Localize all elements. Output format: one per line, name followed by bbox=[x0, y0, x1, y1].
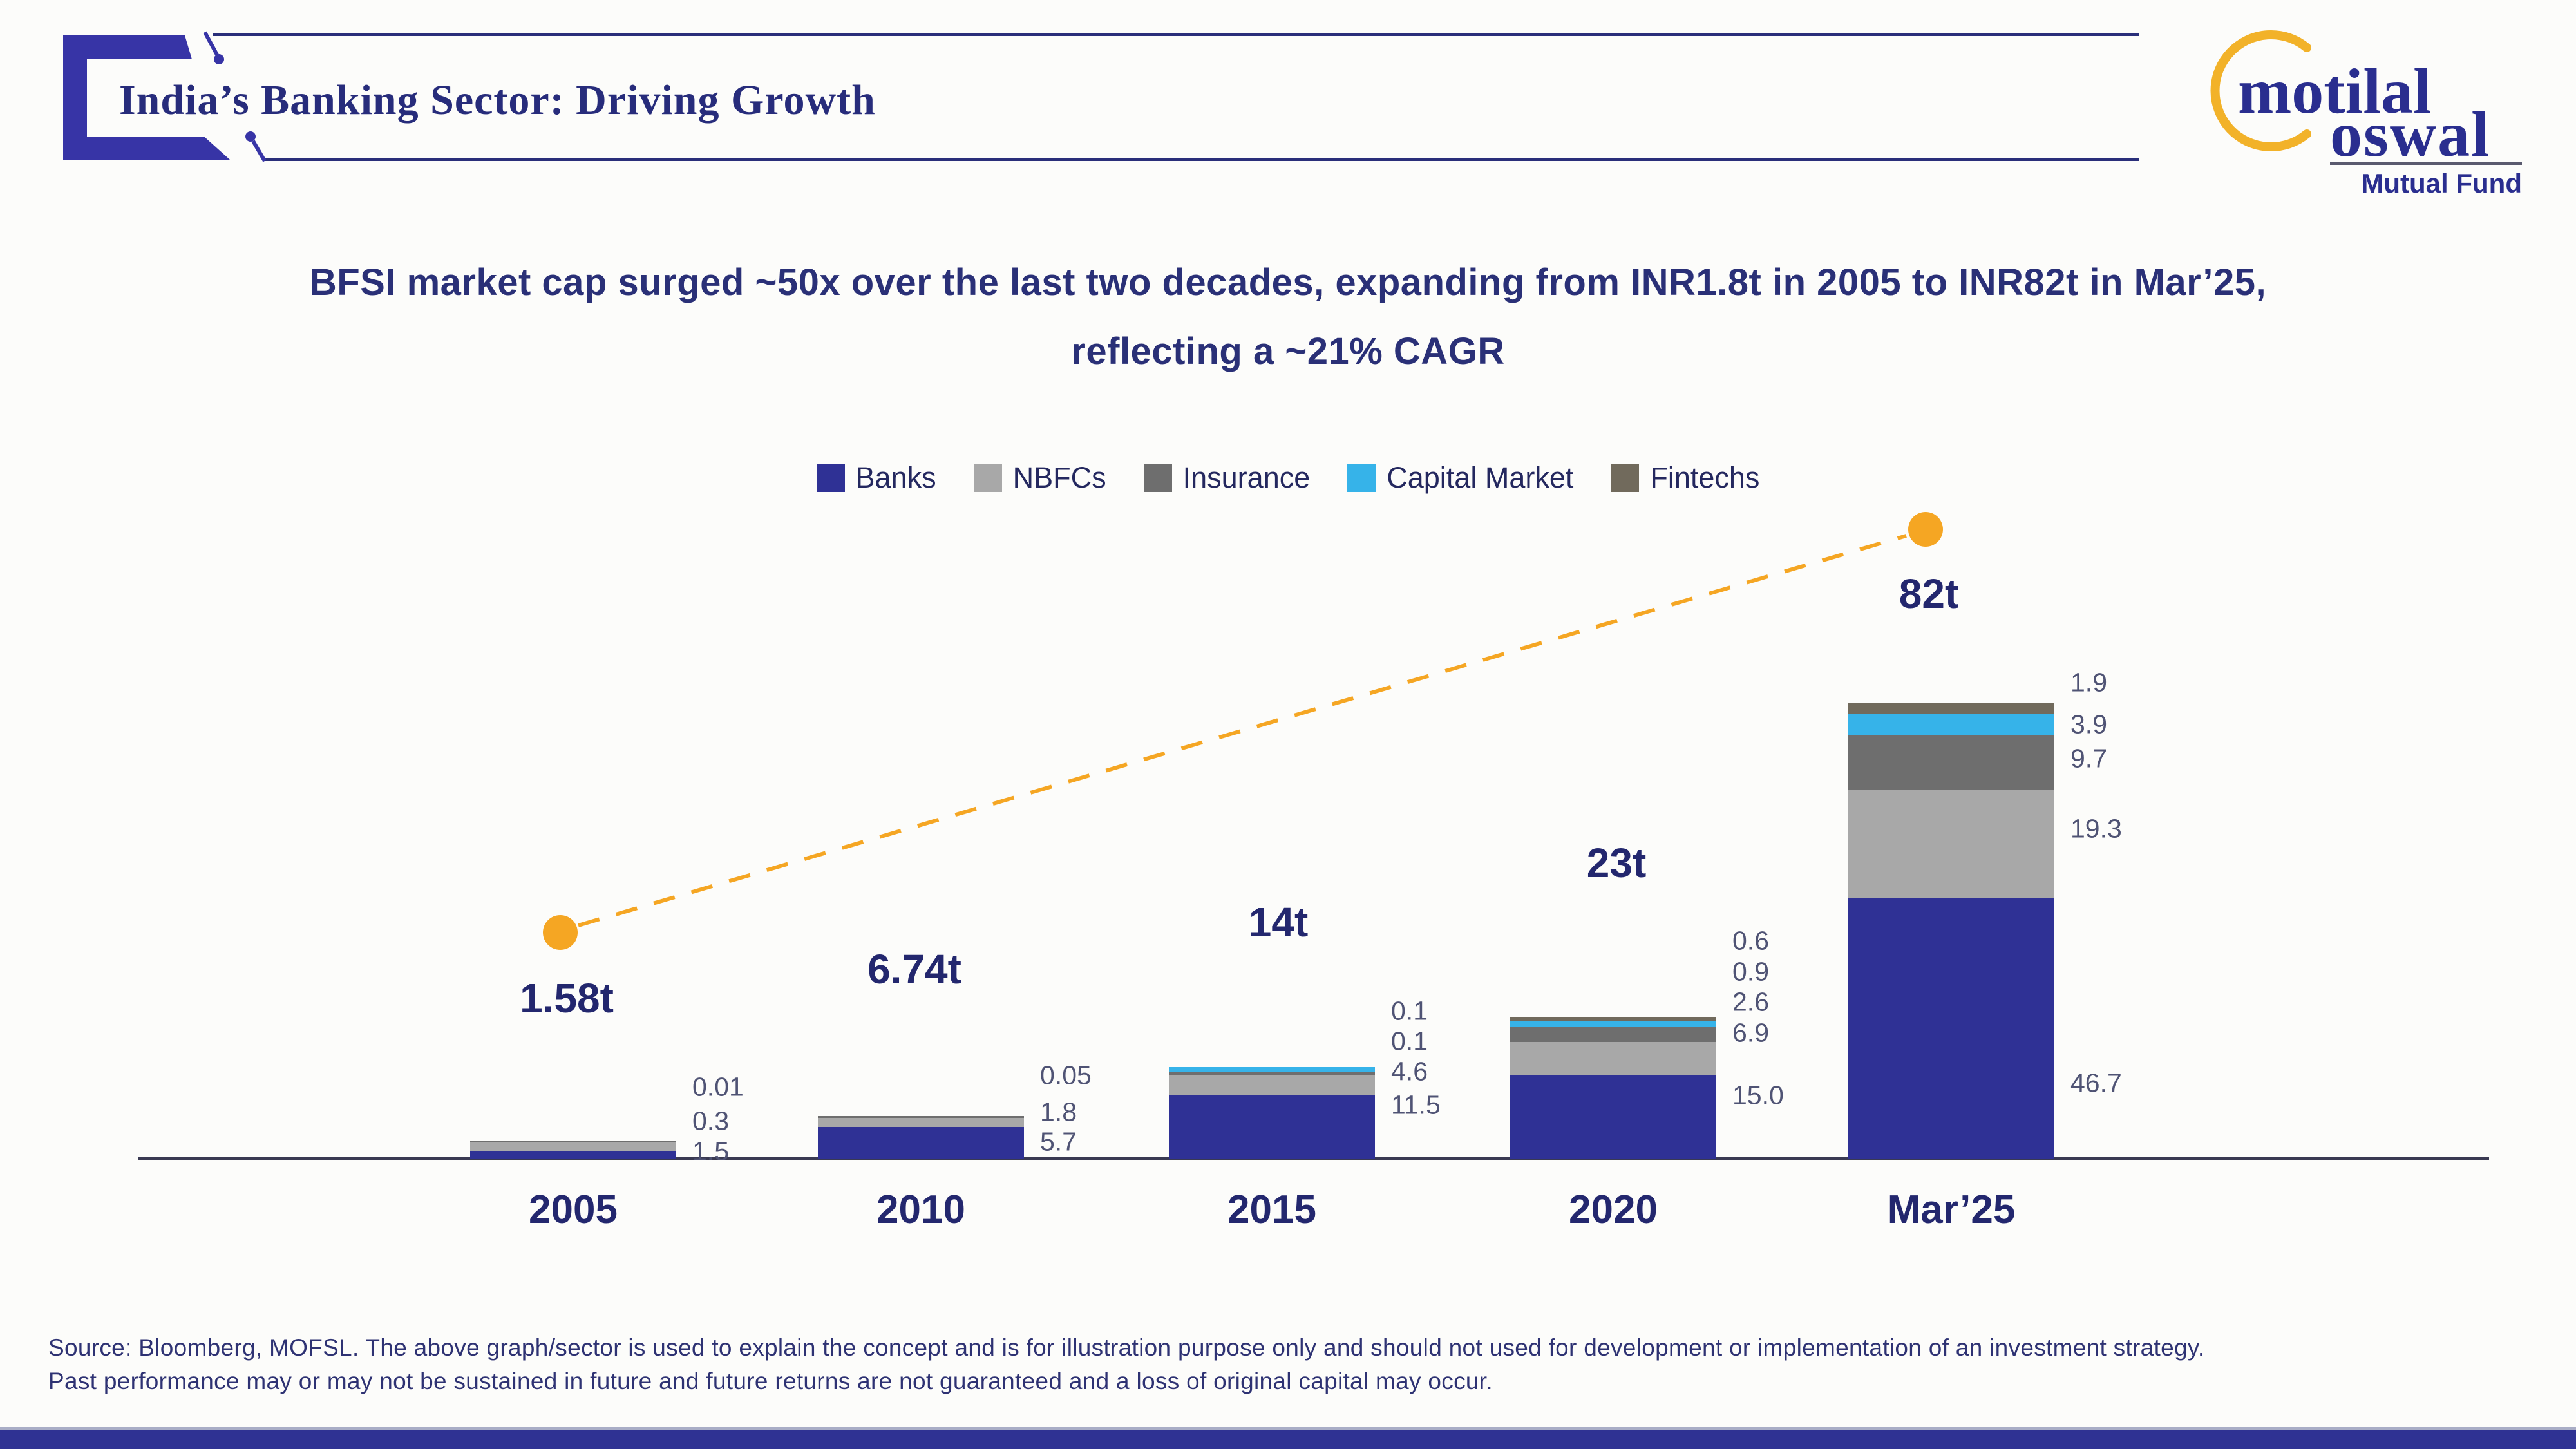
bar-segment-capital-market bbox=[1848, 714, 2054, 735]
bar-total-label: 23t bbox=[1586, 840, 1647, 886]
bar-segment-insurance bbox=[470, 1141, 676, 1142]
segment-value-label: 46.7 bbox=[2070, 1068, 2122, 1098]
legend-item-capital-market: Capital Market bbox=[1347, 461, 1573, 495]
legend-item-insurance: Insurance bbox=[1143, 461, 1311, 495]
x-axis-category-label: 2005 bbox=[529, 1188, 618, 1232]
bar-segment-insurance bbox=[1848, 735, 2054, 790]
bar-segment-fintechs bbox=[1848, 703, 2054, 714]
segment-value-label: 0.6 bbox=[1732, 925, 1769, 956]
subtitle-line2: reflecting a ~21% CAGR bbox=[1071, 330, 1505, 372]
legend-item-fintechs: Fintechs bbox=[1611, 461, 1759, 495]
trend-dot-end bbox=[1908, 512, 1943, 547]
bar-segment-insurance bbox=[1510, 1027, 1716, 1042]
segment-value-label: 1.9 bbox=[2070, 667, 2107, 697]
bar-segment-insurance bbox=[818, 1116, 1024, 1118]
legend-swatch-icon bbox=[1143, 464, 1172, 492]
legend-label: Capital Market bbox=[1387, 461, 1574, 494]
legend-item-nbfcs: NBFCs bbox=[973, 461, 1106, 495]
subtitle-line1: BFSI market cap surged ~50x over the las… bbox=[309, 261, 2267, 303]
bar-segment-banks bbox=[818, 1127, 1024, 1159]
legend-swatch-icon bbox=[973, 464, 1002, 492]
bar-segment-nbfcs bbox=[470, 1142, 676, 1151]
segment-value-label: 2.6 bbox=[1732, 987, 1769, 1017]
segment-value-label: 5.7 bbox=[1040, 1126, 1077, 1157]
footer-bar bbox=[0, 1430, 2576, 1449]
bar-segment-fintechs bbox=[1510, 1017, 1716, 1021]
motilal-oswal-logo: motilal oswal Mutual Fund bbox=[2210, 30, 2522, 198]
bar-total-label: 1.58t bbox=[520, 975, 614, 1021]
title-bracket-icon bbox=[63, 31, 267, 162]
bar-total-label: 82t bbox=[1899, 571, 1959, 617]
legend-swatch-icon bbox=[816, 464, 845, 492]
footer-rule bbox=[0, 1427, 2576, 1430]
logo-word2: oswal bbox=[2330, 99, 2490, 170]
segment-value-label: 0.9 bbox=[1732, 956, 1769, 987]
stacked-bar-2005 bbox=[470, 1141, 676, 1159]
bar-total-label: 14t bbox=[1248, 899, 1309, 945]
x-axis-category-label: Mar’25 bbox=[1887, 1188, 2016, 1232]
x-axis-category-label: 2020 bbox=[1569, 1188, 1658, 1232]
segment-value-label: 6.9 bbox=[1732, 1018, 1769, 1048]
segment-value-label: 0.1 bbox=[1391, 996, 1428, 1026]
legend-label: NBFCs bbox=[1012, 461, 1106, 494]
segment-value-label: 1.5 bbox=[692, 1136, 729, 1166]
segment-value-label: 0.1 bbox=[1391, 1026, 1428, 1056]
bar-segment-insurance bbox=[1169, 1072, 1375, 1075]
bar-segment-nbfcs bbox=[1169, 1075, 1375, 1095]
logo-arc-icon bbox=[2210, 30, 2311, 151]
header-rule-bottom bbox=[265, 158, 2139, 161]
legend-label: Fintechs bbox=[1650, 461, 1760, 494]
header-rule-top bbox=[213, 33, 2139, 36]
source-note-line2: Past performance may or may not be susta… bbox=[48, 1368, 1493, 1394]
logo-word1: motilal bbox=[2238, 55, 2431, 127]
logo-underline bbox=[2330, 162, 2522, 165]
chart-legend: Banks NBFCs Insurance Capital Market Fintech… bbox=[0, 461, 2576, 495]
segment-value-label: 3.9 bbox=[2070, 709, 2107, 739]
segment-value-label: 11.5 bbox=[1391, 1090, 1441, 1120]
legend-item-banks: Banks bbox=[816, 461, 936, 495]
segment-value-label: 0.3 bbox=[692, 1106, 729, 1136]
legend-label: Banks bbox=[855, 461, 936, 494]
bar-segment-capital-market bbox=[1510, 1021, 1716, 1027]
page-title: India’s Banking Sector: Driving Growth bbox=[119, 77, 876, 124]
x-axis-category-label: 2010 bbox=[876, 1188, 965, 1232]
bar-segment-nbfcs bbox=[1510, 1042, 1716, 1075]
segment-value-label: 19.3 bbox=[2070, 813, 2122, 844]
bar-segment-nbfcs bbox=[1848, 790, 2054, 898]
legend-swatch-icon bbox=[1347, 464, 1376, 492]
stacked-bar-Mar25 bbox=[1848, 703, 2054, 1159]
bar-total-label: 6.74t bbox=[867, 946, 961, 992]
bar-segment-banks bbox=[1848, 898, 2054, 1159]
segment-value-label: 1.8 bbox=[1040, 1097, 1077, 1127]
stacked-bar-2010 bbox=[818, 1116, 1024, 1159]
segment-value-label: 9.7 bbox=[2070, 743, 2107, 773]
segment-value-label: 0.01 bbox=[692, 1072, 744, 1102]
trend-dashed-line bbox=[578, 534, 1907, 927]
segment-value-label: 4.6 bbox=[1391, 1056, 1428, 1086]
legend-label: Insurance bbox=[1182, 461, 1311, 494]
stacked-bar-2015 bbox=[1169, 1067, 1375, 1159]
stacked-bar-2020 bbox=[1510, 1017, 1716, 1159]
bar-segment-banks bbox=[1510, 1075, 1716, 1159]
legend-swatch-icon bbox=[1611, 464, 1640, 492]
segment-value-label: 15.0 bbox=[1732, 1080, 1784, 1110]
bar-segment-banks bbox=[470, 1151, 676, 1159]
source-note-line1: Source: Bloomberg, MOFSL. The above grap… bbox=[48, 1334, 2205, 1361]
trend-dot-start bbox=[543, 915, 578, 950]
segment-value-label: 0.05 bbox=[1040, 1060, 1092, 1090]
bar-segment-banks bbox=[1169, 1095, 1375, 1159]
bar-segment-capital-market bbox=[1169, 1067, 1375, 1072]
bar-segment-nbfcs bbox=[818, 1118, 1024, 1127]
x-axis-category-label: 2015 bbox=[1227, 1188, 1316, 1232]
logo-tagline: Mutual Fund bbox=[2361, 168, 2522, 198]
